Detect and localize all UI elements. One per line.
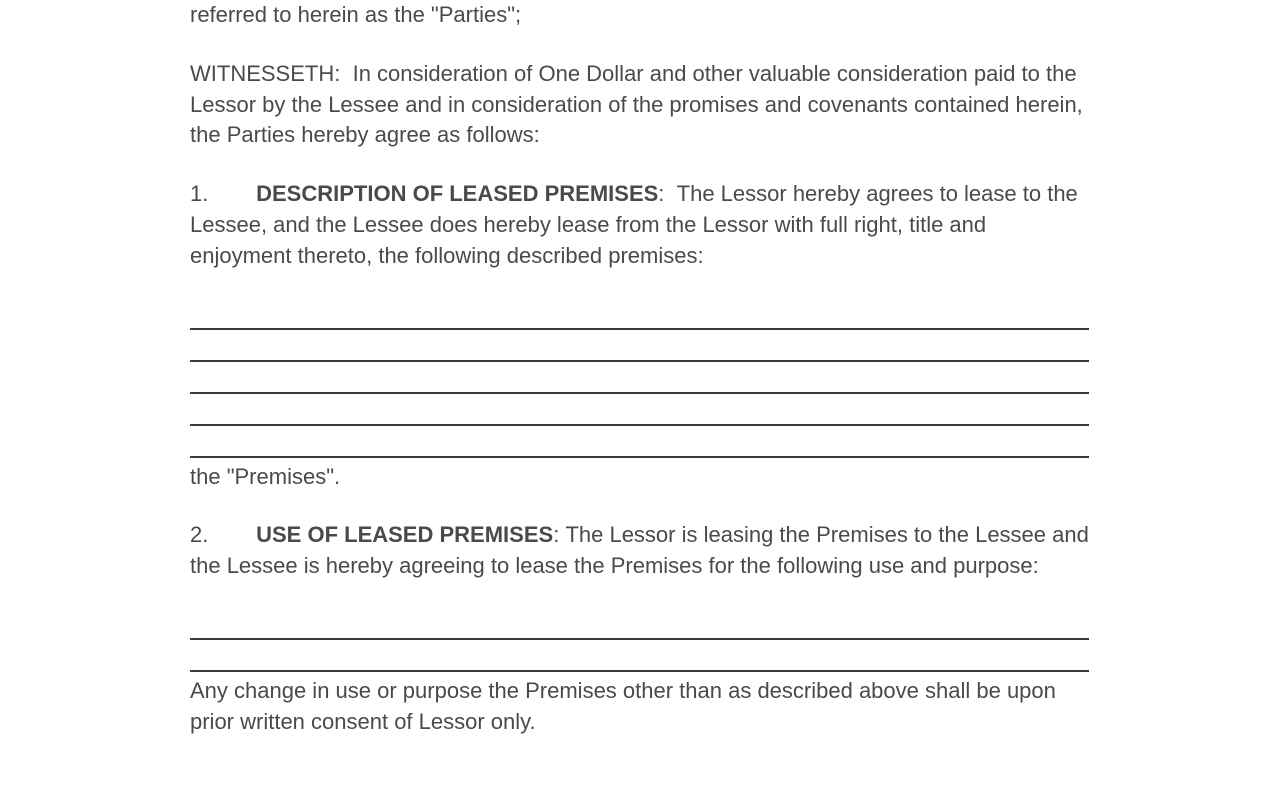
section-1-fill-lines: [190, 300, 1089, 458]
document-page: referred to herein as the "Parties"; WIT…: [0, 0, 1279, 796]
fill-in-line[interactable]: [190, 610, 1089, 640]
fill-in-line[interactable]: [190, 642, 1089, 672]
section-1-number: 1.: [190, 179, 250, 210]
section-2-title: USE OF LEASED PREMISES: [256, 522, 553, 547]
section-1-paragraph: 1. DESCRIPTION OF LEASED PREMISES: The L…: [190, 179, 1089, 271]
section-2-paragraph: 2. USE OF LEASED PREMISES: The Lessor is…: [190, 520, 1089, 582]
section-2-colon: :: [553, 522, 559, 547]
section-1-closing: the "Premises".: [190, 462, 1089, 493]
fill-in-line[interactable]: [190, 364, 1089, 394]
fill-in-line[interactable]: [190, 332, 1089, 362]
section-2-closing: Any change in use or purpose the Premise…: [190, 676, 1089, 738]
fill-in-line[interactable]: [190, 300, 1089, 330]
fill-in-line[interactable]: [190, 396, 1089, 426]
section-2-number: 2.: [190, 520, 250, 551]
fill-in-line[interactable]: [190, 428, 1089, 458]
witnesseth-paragraph: WITNESSETH: In consideration of One Doll…: [190, 59, 1089, 151]
section-1-title: DESCRIPTION OF LEASED PREMISES: [256, 181, 658, 206]
section-2-fill-lines: [190, 610, 1089, 672]
section-1-colon: :: [658, 181, 664, 206]
witnesseth-lead: WITNESSETH:: [190, 61, 340, 86]
fragment-parties: referred to herein as the "Parties";: [190, 0, 1089, 31]
